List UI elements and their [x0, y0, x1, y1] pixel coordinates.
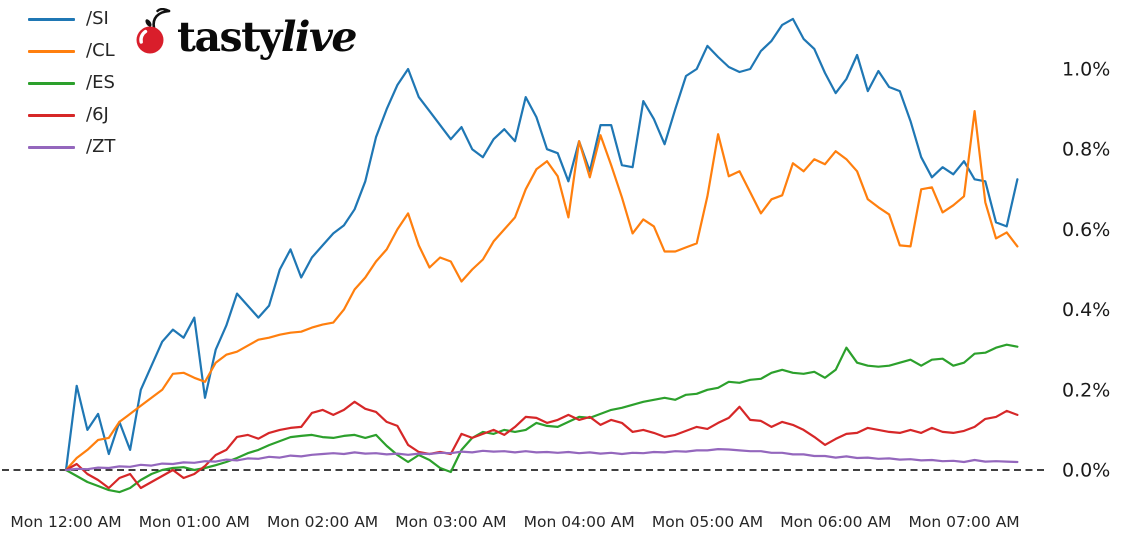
- cherry-icon: [136, 8, 171, 54]
- legend-swatch-icon: [28, 17, 75, 21]
- legend-item-SI: /SI: [28, 3, 115, 35]
- cherry-highlight: [139, 29, 148, 44]
- legend-label: /ES: [86, 72, 115, 93]
- series-line-6J: [64, 400, 1019, 490]
- brand-italic: live: [280, 13, 358, 61]
- legend-swatch-icon: [28, 113, 75, 117]
- legend-item-CL: /CL: [28, 35, 115, 67]
- legend-swatch-icon: [28, 81, 75, 85]
- y-tick-label: 0.4%: [1062, 299, 1110, 321]
- y-tick-label: 0.8%: [1062, 139, 1110, 161]
- legend-item-6J: /6J: [28, 99, 115, 131]
- cherry-leaf: [145, 19, 152, 27]
- series-line-CL: [64, 109, 1019, 472]
- x-tick-label: Mon 02:00 AM: [267, 513, 378, 531]
- brand-wordmark: tastylive: [177, 8, 358, 66]
- cherry-stem-flick: [156, 8, 171, 13]
- y-tick-label: 0.6%: [1062, 219, 1110, 241]
- x-tick-label: Mon 07:00 AM: [909, 513, 1020, 531]
- x-tick-label: Mon 01:00 AM: [139, 513, 250, 531]
- x-tick-label: Mon 06:00 AM: [780, 513, 891, 531]
- brand-regular: tasty: [177, 13, 282, 61]
- series-line-SI: [64, 17, 1019, 472]
- y-tick-label: 0.2%: [1062, 379, 1110, 401]
- y-tick-label: 1.0%: [1062, 59, 1110, 81]
- tastylive-logo: tastylive: [133, 8, 358, 66]
- legend: /SI/CL/ES/6J/ZT: [28, 3, 115, 163]
- y-tick-label: 0.0%: [1062, 460, 1110, 482]
- x-tick-label: Mon 03:00 AM: [395, 513, 506, 531]
- legend-label: /SI: [86, 8, 109, 29]
- x-tick-label: Mon 12:00 AM: [10, 513, 121, 531]
- x-tick-label: Mon 04:00 AM: [524, 513, 635, 531]
- legend-label: /6J: [86, 104, 109, 125]
- series-line-ES: [64, 343, 1019, 494]
- legend-item-ZT: /ZT: [28, 131, 115, 163]
- legend-label: /CL: [86, 40, 115, 61]
- series-line-ZT: [64, 448, 1019, 472]
- legend-swatch-icon: [28, 145, 75, 149]
- legend-item-ES: /ES: [28, 67, 115, 99]
- legend-swatch-icon: [28, 49, 75, 53]
- x-tick-label: Mon 05:00 AM: [652, 513, 763, 531]
- legend-label: /ZT: [86, 136, 116, 157]
- cherry-stem: [152, 9, 171, 30]
